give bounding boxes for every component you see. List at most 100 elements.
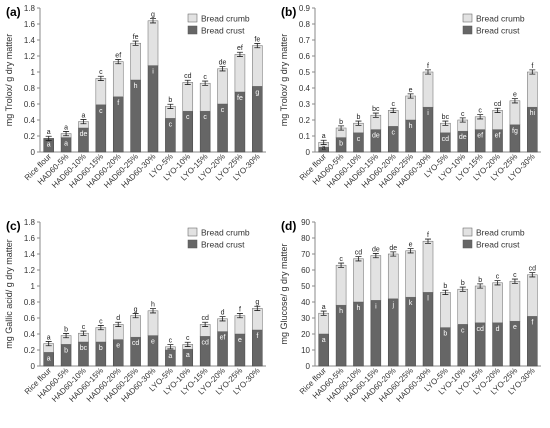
bar-bread-crumb <box>234 54 246 93</box>
y-tick-label: 0.9 <box>299 4 311 13</box>
y-axis-label: mg Trolox/ g dry matter <box>4 34 14 127</box>
y-tick-label: 0.8 <box>24 84 36 93</box>
significance-letter-crumb: a <box>82 112 86 119</box>
error-bar <box>97 325 104 331</box>
error-bar <box>202 80 209 86</box>
error-bar <box>219 66 226 72</box>
significance-letter-crust: i <box>427 110 429 117</box>
significance-letter-crust: c <box>203 114 207 121</box>
error-bar <box>390 107 397 113</box>
bar-bread-crumb <box>405 95 416 121</box>
legend-swatch <box>462 13 473 23</box>
error-bar <box>167 103 174 109</box>
significance-letter-crumb: c <box>391 101 395 108</box>
significance-letter-crumb: g <box>255 299 259 306</box>
y-tick-label: 1.8 <box>24 218 36 227</box>
y-tick-label: 0 <box>31 362 36 371</box>
significance-letter-crumb: c <box>169 338 173 345</box>
bar-bread-crumb <box>252 45 263 87</box>
y-tick-label: 1.8 <box>24 4 36 13</box>
error-bar <box>236 313 243 319</box>
significance-letter-crumb: b <box>357 114 361 121</box>
y-tick-label: 20 <box>301 330 310 339</box>
significance-letter-crust: ef <box>477 133 483 140</box>
significance-letter-crust: c <box>391 129 395 136</box>
significance-letter-crumb: c <box>461 111 465 118</box>
legend-label: Bread crust <box>201 26 245 36</box>
significance-letter-crust: f <box>256 333 258 340</box>
error-bar <box>511 98 518 104</box>
significance-letter-crust: a <box>186 352 190 359</box>
significance-letter-crumb: b <box>478 277 482 284</box>
bar-bread-crumb <box>457 288 469 325</box>
y-tick-label: 0.2 <box>24 132 36 141</box>
bar-bread-crumb <box>474 285 486 324</box>
error-bar <box>425 69 431 75</box>
significance-letter-crust: d <box>496 326 500 333</box>
y-tick-label: 1.6 <box>24 20 36 29</box>
y-tick-label: 0.4 <box>24 116 36 125</box>
significance-letter-crust: a <box>322 337 326 344</box>
significance-letter-crumb: c <box>203 74 207 81</box>
bar-bread-crumb <box>387 253 399 300</box>
significance-letter-crumb: g <box>151 12 155 19</box>
error-bar <box>407 248 414 254</box>
y-tick-label: 1.6 <box>24 234 36 243</box>
significance-letter-crust: c <box>99 108 103 115</box>
bar-bread-crumb <box>509 280 521 322</box>
error-bar <box>442 120 449 126</box>
error-bar <box>338 262 345 268</box>
legend-label: Bread crust <box>476 26 520 36</box>
bar-bread-crumb <box>318 312 329 335</box>
error-bar <box>459 117 466 123</box>
error-bar <box>372 112 379 118</box>
significance-letter-crust: c <box>221 107 225 114</box>
y-tick-label: 30 <box>301 314 310 323</box>
y-tick-label: 0.2 <box>24 346 36 355</box>
bar-bread-crumb <box>353 258 364 303</box>
y-tick-label: 0.6 <box>24 314 36 323</box>
error-bar <box>63 333 70 339</box>
bar-bread-crumb <box>112 61 124 98</box>
legend-swatch <box>462 227 473 237</box>
y-tick-label: 70 <box>301 250 310 259</box>
y-tick-label: 0.6 <box>299 52 311 61</box>
significance-letter-crumb: cd <box>529 266 537 273</box>
significance-letter-crust: f <box>117 100 119 107</box>
significance-letter-crumb: c <box>99 318 103 325</box>
significance-letter-crust: b <box>99 345 103 352</box>
significance-letter-crust: l <box>427 295 429 302</box>
bar-bread-crust <box>147 65 159 153</box>
significance-letter-crust: b <box>64 347 68 354</box>
error-bar <box>355 256 362 262</box>
error-bar <box>45 135 52 141</box>
error-bar <box>202 321 209 327</box>
bar-bread-crumb <box>199 82 211 112</box>
bar-bread-crumb <box>147 20 159 66</box>
error-bar <box>390 251 397 257</box>
significance-letter-crust: e <box>238 337 242 344</box>
legend-label: Bread crust <box>201 240 245 250</box>
y-axis-label: mg Glucose/ g dry matter <box>279 243 289 344</box>
significance-letter-crust: de <box>80 131 88 138</box>
legend-label: Bread crumb <box>476 228 525 238</box>
error-bar <box>459 286 466 292</box>
significance-letter-crust: ef <box>495 133 501 140</box>
error-bar <box>150 18 156 24</box>
bar-bread-crumb <box>492 282 503 324</box>
significance-letter-crust: a <box>47 141 51 148</box>
error-bar <box>63 131 70 137</box>
error-bar <box>511 278 518 284</box>
legend-label: Bread crumb <box>201 14 250 24</box>
significance-letter-crust: k <box>409 300 413 307</box>
y-axis-label: mg Gallic acid/ g dry matter <box>4 239 14 349</box>
error-bar <box>372 253 379 259</box>
y-tick-label: 80 <box>301 234 310 243</box>
significance-letter-crust: bc <box>80 345 88 352</box>
error-bar <box>150 308 156 314</box>
error-bar <box>184 341 191 347</box>
significance-letter-crumb: ef <box>115 52 121 59</box>
significance-letter-crumb: b <box>443 283 447 290</box>
significance-letter-crumb: de <box>219 60 227 67</box>
error-bar <box>338 125 345 131</box>
